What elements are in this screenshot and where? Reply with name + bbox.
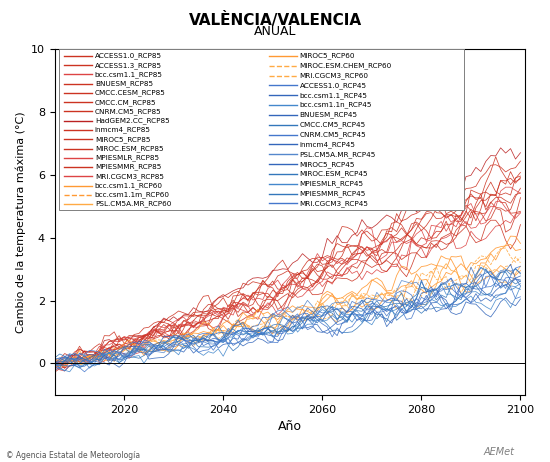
- Text: MPIESMLR_RCP45: MPIESMLR_RCP45: [300, 181, 364, 187]
- Y-axis label: Cambio de la temperatura máxima (°C): Cambio de la temperatura máxima (°C): [15, 111, 25, 333]
- Text: MRI.CGCM3_RCP85: MRI.CGCM3_RCP85: [95, 173, 164, 180]
- Text: ANUAL: ANUAL: [254, 25, 296, 38]
- Text: CMCC.CESM_RCP85: CMCC.CESM_RCP85: [95, 90, 166, 97]
- Text: MPIESMLR_RCP85: MPIESMLR_RCP85: [95, 154, 159, 161]
- Text: © Agencia Estatal de Meteorología: © Agencia Estatal de Meteorología: [6, 451, 140, 460]
- Text: MRI.CGCM3_RCP45: MRI.CGCM3_RCP45: [300, 200, 368, 207]
- Text: bcc.csm1.1_RCP45: bcc.csm1.1_RCP45: [300, 92, 367, 99]
- Text: inmcm4_RCP45: inmcm4_RCP45: [300, 141, 355, 148]
- Text: PSL.CM5A.MR_RCP60: PSL.CM5A.MR_RCP60: [95, 201, 171, 207]
- Text: bcc.csm1.1_RCP60: bcc.csm1.1_RCP60: [95, 182, 163, 189]
- Text: CNRM.CM5_RCP85: CNRM.CM5_RCP85: [95, 108, 162, 115]
- Text: HadGEM2.CC_RCP85: HadGEM2.CC_RCP85: [95, 117, 169, 124]
- Text: PSL.CM5A.MR_RCP45: PSL.CM5A.MR_RCP45: [300, 151, 376, 158]
- Text: MIROC.ESM.CHEM_RCP60: MIROC.ESM.CHEM_RCP60: [300, 62, 392, 69]
- Text: bcc.csm1.1_RCP85: bcc.csm1.1_RCP85: [95, 71, 163, 78]
- Text: MIROC5_RCP85: MIROC5_RCP85: [95, 136, 150, 143]
- Text: BNUESM_RCP85: BNUESM_RCP85: [95, 80, 153, 87]
- Text: CMCC.CM_RCP85: CMCC.CM_RCP85: [95, 99, 156, 106]
- Text: ACCESS1.0_RCP85: ACCESS1.0_RCP85: [95, 53, 162, 59]
- Text: ACCESS1.3_RCP85: ACCESS1.3_RCP85: [95, 62, 162, 68]
- Text: MPIESMMR_RCP45: MPIESMMR_RCP45: [300, 190, 366, 197]
- Text: MIROC.ESM_RCP85: MIROC.ESM_RCP85: [95, 145, 163, 152]
- Text: CMCC.CM5_RCP45: CMCC.CM5_RCP45: [300, 122, 366, 128]
- Text: MIROC5_RCP45: MIROC5_RCP45: [300, 161, 355, 168]
- Text: inmcm4_RCP85: inmcm4_RCP85: [95, 127, 151, 134]
- Text: bcc.csm1.1m_RCP60: bcc.csm1.1m_RCP60: [95, 191, 170, 198]
- Text: VALÈNCIA/VALENCIA: VALÈNCIA/VALENCIA: [189, 12, 361, 28]
- Text: ACCESS1.0_RCP45: ACCESS1.0_RCP45: [300, 82, 367, 89]
- Text: MIROC5_RCP60: MIROC5_RCP60: [300, 53, 355, 59]
- Text: MPIESMMR_RCP85: MPIESMMR_RCP85: [95, 164, 161, 170]
- Text: bcc.csm1.1n_RCP45: bcc.csm1.1n_RCP45: [300, 102, 372, 109]
- X-axis label: Año: Año: [278, 420, 302, 433]
- Text: MRI.CGCM3_RCP60: MRI.CGCM3_RCP60: [300, 72, 368, 79]
- Text: MIROC.ESM_RCP45: MIROC.ESM_RCP45: [300, 170, 368, 177]
- FancyBboxPatch shape: [59, 49, 464, 210]
- Text: AEMet: AEMet: [484, 447, 515, 457]
- Text: CNRM.CM5_RCP45: CNRM.CM5_RCP45: [300, 131, 366, 138]
- Text: BNUESM_RCP45: BNUESM_RCP45: [300, 112, 358, 118]
